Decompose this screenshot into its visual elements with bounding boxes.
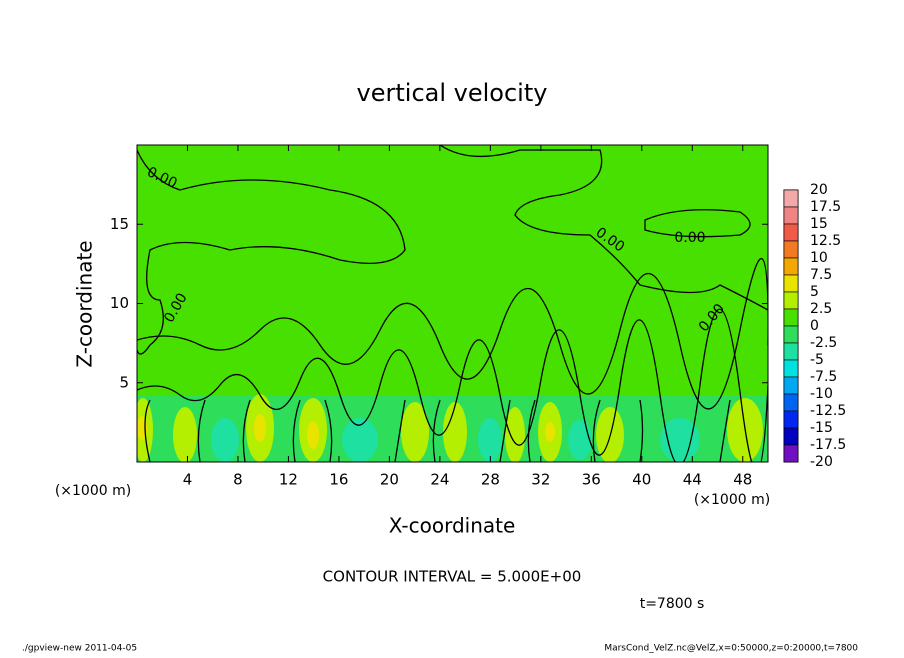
x-tick-label: 16 — [329, 471, 348, 489]
colorbar-swatch — [783, 223, 799, 242]
colorbar-swatch — [783, 427, 799, 446]
x-tick-label: 20 — [380, 471, 399, 489]
colorbar-label: -2.5 — [810, 335, 837, 351]
colorbar-label: 2.5 — [810, 301, 832, 317]
x-unit: (×1000 m) — [694, 492, 770, 508]
colorbar-label: -7.5 — [810, 369, 837, 385]
colorbar-swatch — [783, 206, 799, 225]
colorbar-label: 0 — [810, 318, 819, 334]
x-tick-label: 48 — [733, 471, 752, 489]
colorbar-label: 7.5 — [810, 267, 832, 283]
colorbar-label: 20 — [810, 182, 828, 198]
y-tick-label: 5 — [119, 373, 129, 391]
colorbar-swatch — [783, 410, 799, 429]
chart-title: vertical velocity — [357, 79, 548, 107]
x-tick-label: 4 — [183, 471, 193, 489]
x-tick-label: 24 — [430, 471, 449, 489]
colorbar-label: 10 — [810, 250, 828, 266]
footer-left: ./gpview-new 2011-04-05 — [22, 644, 137, 654]
footer-right: MarsCond_VelZ.nc@VelZ,x=0:50000,z=0:2000… — [604, 644, 858, 654]
contours — [137, 145, 768, 462]
colorbar-swatch — [783, 291, 799, 310]
x-tick-label: 28 — [481, 471, 500, 489]
y-unit: (×1000 m) — [55, 483, 131, 499]
colorbar-swatch — [783, 444, 799, 463]
x-tick-label: 44 — [683, 471, 702, 489]
contour-interval: CONTOUR INTERVAL = 5.000E+00 — [323, 568, 582, 586]
x-tick-label: 12 — [279, 471, 298, 489]
time-label: t=7800 s — [640, 596, 705, 612]
colorbar-label: -5 — [810, 352, 824, 368]
x-axis-label: X-coordinate — [389, 514, 516, 538]
updraft-cores — [137, 414, 555, 449]
colorbar-label: 5 — [810, 284, 819, 300]
colorbar-swatch — [783, 274, 799, 293]
colorbar-label: 12.5 — [810, 233, 841, 249]
y-tick-label: 15 — [110, 215, 129, 233]
field — [137, 145, 768, 462]
contour-label: 0.00 — [674, 230, 705, 246]
colorbar-label: -17.5 — [810, 437, 846, 453]
colorbar-swatch — [783, 359, 799, 378]
colorbar-label: 17.5 — [810, 199, 841, 215]
x-tick-label: 40 — [632, 471, 651, 489]
colorbar-label: -12.5 — [810, 403, 846, 419]
y-axis-label: Z-coordinate — [73, 240, 97, 367]
colorbar-swatch — [783, 325, 799, 344]
colorbar-swatch — [783, 257, 799, 276]
x-tick-label: 8 — [233, 471, 243, 489]
colorbar-swatch — [783, 308, 799, 327]
colorbar-swatch — [783, 189, 799, 208]
colorbar-label: -20 — [810, 454, 833, 470]
x-tick-label: 32 — [531, 471, 550, 489]
colorbar-label: 15 — [810, 216, 828, 232]
colorbar-label: -15 — [810, 420, 833, 436]
y-tick-label: 10 — [110, 294, 129, 312]
colorbar-swatch — [783, 240, 799, 259]
colorbar-swatch — [783, 376, 799, 395]
colorbar-swatch — [783, 342, 799, 361]
colorbar-swatch — [783, 393, 799, 412]
colorbar-label: -10 — [810, 386, 833, 402]
x-tick-label: 36 — [582, 471, 601, 489]
